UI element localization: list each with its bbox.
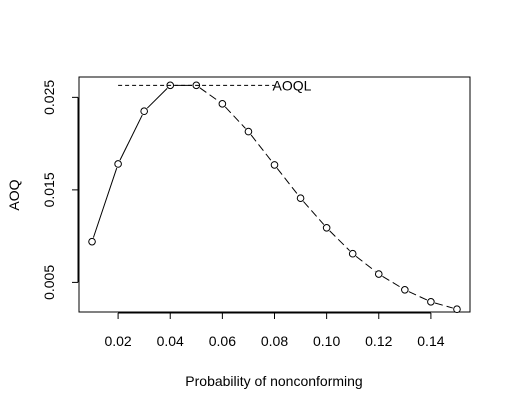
curve-segment bbox=[224, 106, 246, 129]
curve-segment bbox=[303, 201, 325, 225]
curve-segment bbox=[250, 134, 273, 162]
y-axis: 0.005 0.015 0.025 bbox=[41, 80, 79, 300]
data-point bbox=[427, 298, 435, 306]
x-tick-label: 0.02 bbox=[104, 333, 131, 349]
curve-segment bbox=[329, 230, 351, 252]
data-point bbox=[296, 194, 305, 203]
data-point bbox=[348, 249, 357, 258]
data-point bbox=[401, 285, 409, 294]
y-tick-label: 0.005 bbox=[41, 265, 57, 300]
data-point bbox=[244, 127, 253, 136]
y-tick-label: 0.025 bbox=[41, 80, 57, 115]
curve-segment bbox=[408, 291, 428, 301]
x-tick-label: 0.08 bbox=[261, 333, 288, 349]
data-marks bbox=[88, 81, 461, 314]
y-axis-title: AOQ bbox=[6, 179, 22, 210]
data-point bbox=[114, 160, 122, 168]
curve-segment bbox=[119, 114, 143, 161]
curve-segment bbox=[382, 275, 402, 289]
x-tick-label: 0.04 bbox=[157, 333, 184, 349]
curve-segment bbox=[276, 167, 299, 196]
data-point bbox=[140, 107, 148, 116]
y-tick-label: 0.015 bbox=[41, 172, 57, 207]
data-point bbox=[453, 305, 461, 314]
x-tick-label: 0.12 bbox=[365, 333, 392, 349]
data-point bbox=[88, 237, 96, 246]
data-point bbox=[270, 161, 279, 169]
curve-segment bbox=[92, 167, 118, 238]
data-point bbox=[322, 224, 331, 232]
curve-segment bbox=[434, 302, 453, 309]
curve-segment bbox=[355, 255, 376, 272]
plot-frame bbox=[78, 76, 471, 313]
curve-segment bbox=[199, 87, 220, 102]
aoql-label: AOQL bbox=[273, 77, 312, 93]
data-point bbox=[218, 100, 227, 108]
x-tick-label: 0.10 bbox=[313, 333, 340, 349]
curve-segment bbox=[146, 88, 168, 109]
x-axis-title: Probability of nonconforming bbox=[185, 373, 362, 389]
data-point bbox=[374, 270, 383, 278]
x-tick-label: 0.14 bbox=[417, 333, 444, 349]
aoql-reference: AOQL bbox=[118, 77, 312, 93]
x-tick-label: 0.06 bbox=[209, 333, 236, 349]
x-axis: 0.02 0.04 0.06 0.08 0.10 0.12 0.14 bbox=[104, 312, 445, 349]
